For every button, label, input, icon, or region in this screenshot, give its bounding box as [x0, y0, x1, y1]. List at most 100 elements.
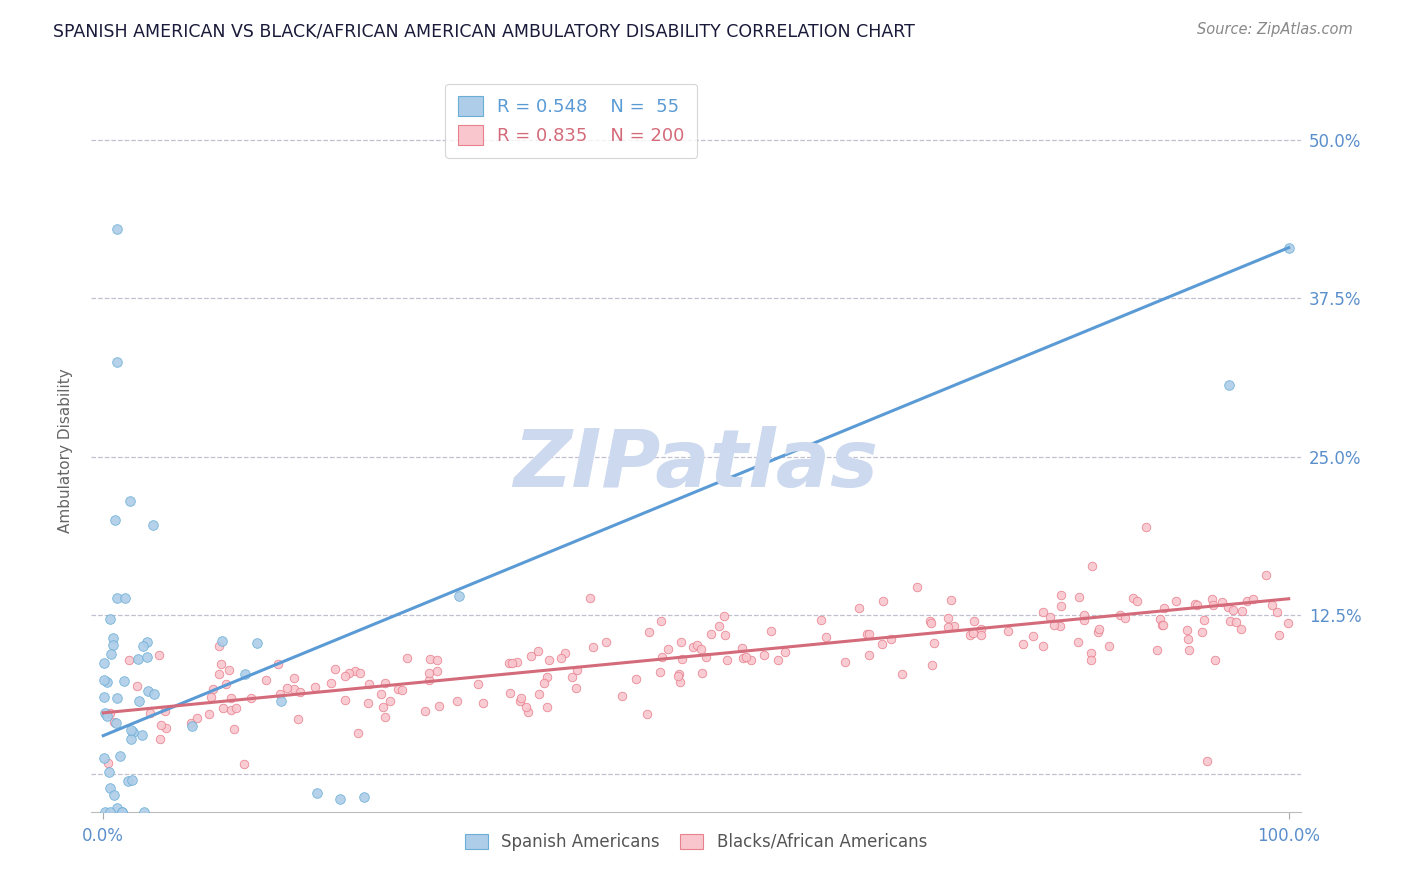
Point — [267, 657, 290, 672]
Text: SPANISH AMERICAN VS BLACK/AFRICAN AMERICAN AMBULATORY DISABILITY CORRELATION CHA: SPANISH AMERICAN VS BLACK/AFRICAN AMERIC… — [53, 22, 915, 40]
Point — [1202, 599, 1225, 613]
Point — [1222, 603, 1244, 617]
Point — [276, 681, 298, 696]
Point — [695, 649, 717, 664]
Point — [1073, 613, 1095, 627]
Point — [891, 666, 914, 681]
Point — [666, 668, 689, 682]
Point — [283, 681, 305, 696]
Point — [200, 690, 222, 704]
Point — [153, 704, 176, 718]
Point — [208, 666, 231, 681]
Point — [533, 675, 555, 690]
Point — [1230, 622, 1253, 636]
Point — [1150, 618, 1173, 632]
Point — [1122, 591, 1144, 605]
Point — [98, 706, 121, 720]
Point — [142, 687, 165, 701]
Point — [1088, 622, 1111, 636]
Point — [97, 756, 120, 770]
Point — [1073, 607, 1095, 622]
Point — [218, 664, 240, 678]
Point — [418, 673, 440, 688]
Point — [1032, 639, 1054, 653]
Point — [848, 601, 870, 615]
Point — [98, 780, 121, 795]
Point — [1114, 611, 1136, 625]
Point — [472, 696, 495, 710]
Point — [418, 666, 440, 681]
Point — [103, 788, 125, 802]
Point — [690, 665, 713, 680]
Point — [636, 706, 658, 721]
Point — [1195, 754, 1218, 768]
Point — [731, 641, 754, 656]
Point — [856, 627, 879, 641]
Point — [93, 673, 115, 687]
Point — [186, 711, 208, 725]
Point — [610, 689, 633, 703]
Point — [269, 687, 291, 701]
Point — [595, 634, 617, 648]
Point — [105, 591, 128, 605]
Point — [1230, 604, 1253, 618]
Point — [419, 652, 441, 666]
Point — [180, 719, 202, 733]
Point — [131, 728, 153, 742]
Point — [1236, 594, 1258, 608]
Point — [515, 700, 537, 714]
Point — [93, 690, 115, 704]
Point — [921, 658, 943, 673]
Point — [761, 624, 783, 639]
Point — [209, 657, 232, 672]
Point — [239, 691, 262, 706]
Point — [1260, 598, 1282, 612]
Point — [98, 805, 121, 819]
Point — [305, 786, 328, 800]
Point — [1219, 615, 1241, 629]
Point — [132, 640, 155, 654]
Point — [527, 687, 550, 701]
Point — [922, 636, 945, 650]
Point — [1039, 610, 1062, 624]
Point — [1218, 378, 1240, 392]
Point — [1149, 612, 1171, 626]
Point — [148, 648, 170, 662]
Point — [1268, 628, 1291, 642]
Point — [122, 724, 145, 739]
Point — [103, 714, 125, 729]
Point — [1175, 623, 1198, 637]
Point — [872, 594, 894, 608]
Point — [814, 631, 837, 645]
Point — [554, 646, 576, 660]
Point — [1211, 595, 1233, 609]
Point — [520, 648, 543, 663]
Point — [1080, 646, 1102, 660]
Point — [686, 638, 709, 652]
Point — [105, 691, 128, 706]
Point — [651, 649, 673, 664]
Point — [108, 748, 131, 763]
Point — [498, 656, 520, 670]
Point — [1098, 639, 1121, 653]
Point — [536, 699, 558, 714]
Point — [343, 664, 366, 678]
Point — [378, 693, 401, 707]
Point — [94, 805, 117, 819]
Point — [565, 681, 588, 696]
Point — [395, 651, 418, 665]
Point — [834, 655, 856, 669]
Point — [225, 701, 247, 715]
Point — [997, 624, 1019, 638]
Point — [1087, 625, 1109, 640]
Point — [510, 691, 533, 706]
Point — [1067, 590, 1090, 604]
Point — [1050, 599, 1073, 613]
Point — [536, 670, 558, 684]
Point — [201, 681, 224, 696]
Point — [1067, 635, 1090, 649]
Point — [212, 701, 235, 715]
Point — [1241, 592, 1264, 607]
Point — [427, 698, 450, 713]
Point — [1194, 613, 1216, 627]
